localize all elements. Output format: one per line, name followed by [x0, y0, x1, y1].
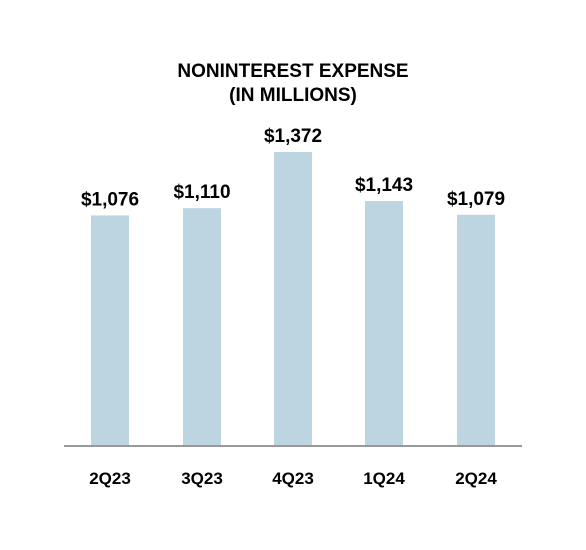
bar-2Q24 — [457, 214, 495, 446]
value-labels-group: $1,076 $1,110 $1,372 $1,143 $1,079 — [81, 126, 505, 210]
category-label-4Q23: 4Q23 — [272, 469, 314, 488]
bar-4Q23 — [274, 152, 312, 446]
chart-title-line-1: NONINTEREST EXPENSE — [177, 61, 409, 82]
category-label-2Q24: 2Q24 — [455, 469, 497, 488]
value-label-1Q24: $1,143 — [355, 175, 413, 196]
value-label-3Q23: $1,110 — [173, 182, 230, 203]
value-label-2Q24: $1,079 — [447, 189, 505, 210]
category-label-3Q23: 3Q23 — [181, 469, 223, 488]
bar-3Q23 — [183, 208, 221, 446]
value-label-2Q23: $1,076 — [81, 189, 139, 210]
category-label-2Q23: 2Q23 — [89, 469, 131, 488]
bars-group — [91, 152, 495, 446]
chart-title: NONINTEREST EXPENSE (IN MILLIONS) — [0, 60, 586, 108]
category-label-1Q24: 1Q24 — [363, 469, 405, 488]
value-label-4Q23: $1,372 — [264, 126, 322, 147]
chart-title-line-2: (IN MILLIONS) — [229, 85, 357, 106]
bar-2Q23 — [91, 215, 129, 446]
bar-1Q24 — [365, 201, 403, 446]
category-labels-group: 2Q23 3Q23 4Q23 1Q24 2Q24 — [89, 469, 497, 488]
